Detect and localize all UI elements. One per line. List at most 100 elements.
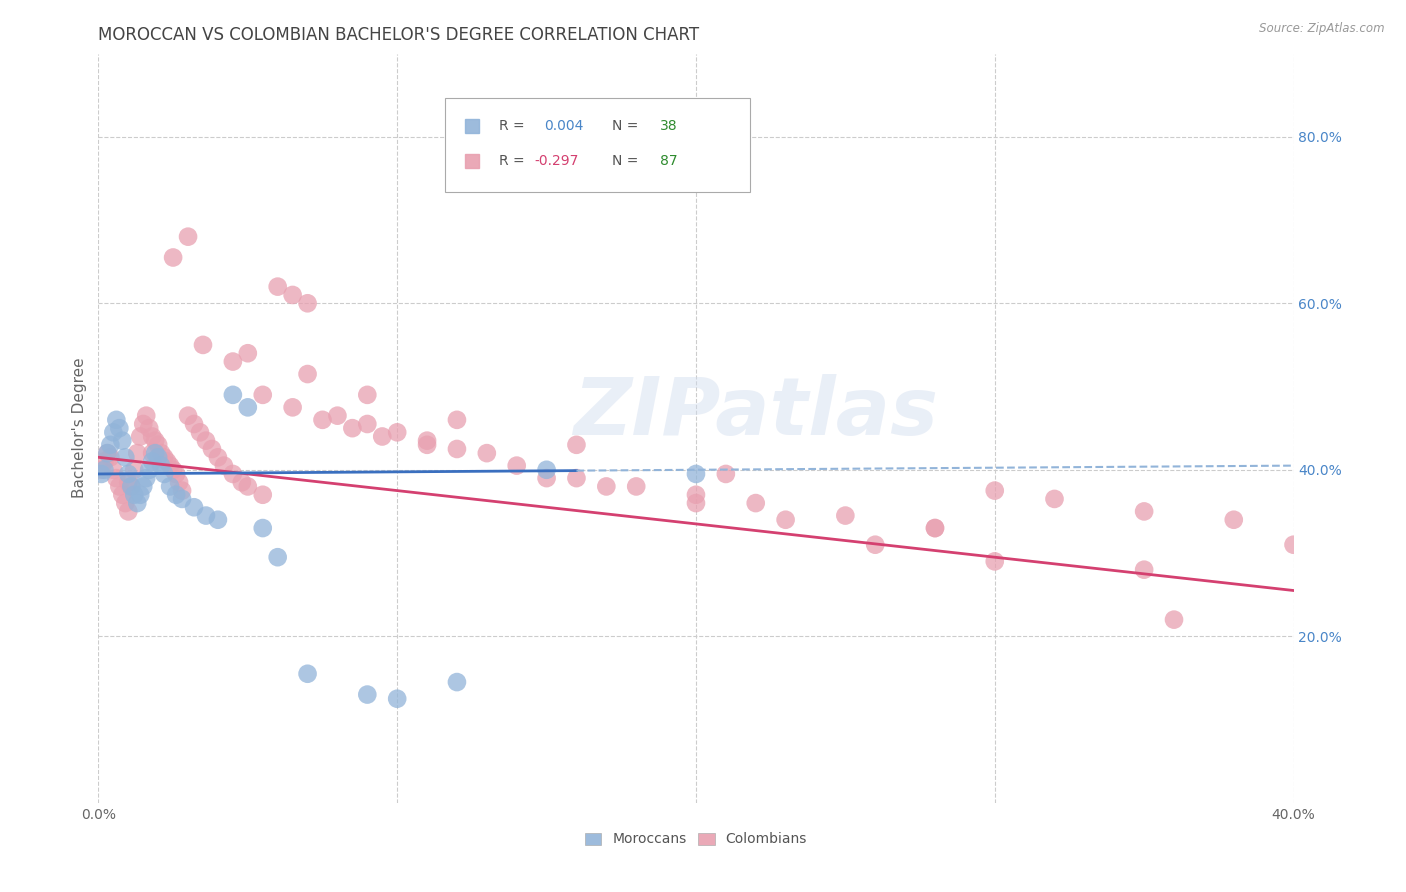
Point	[536, 471, 558, 485]
Point	[148, 450, 170, 465]
Text: N =: N =	[613, 120, 643, 133]
Text: R =: R =	[499, 153, 529, 168]
Point	[93, 454, 115, 468]
Point	[297, 666, 319, 681]
Point	[207, 450, 229, 465]
Text: Source: ZipAtlas.com: Source: ZipAtlas.com	[1260, 22, 1385, 36]
Point	[124, 463, 146, 477]
Point	[138, 421, 160, 435]
Point	[114, 496, 136, 510]
Point	[162, 463, 184, 477]
Point	[475, 446, 498, 460]
Point	[195, 434, 218, 448]
Point	[685, 467, 707, 481]
Point	[297, 367, 319, 381]
Point	[311, 413, 333, 427]
Point	[281, 288, 304, 302]
Point	[108, 421, 131, 435]
Point	[103, 425, 125, 440]
Point	[105, 413, 128, 427]
Point	[117, 475, 139, 490]
Point	[127, 496, 149, 510]
Point	[117, 467, 139, 481]
Point	[1282, 538, 1305, 552]
Point	[153, 450, 176, 465]
Point	[150, 458, 173, 473]
Point	[252, 388, 274, 402]
Point	[236, 401, 259, 415]
Y-axis label: Bachelor's Degree: Bachelor's Degree	[72, 358, 87, 499]
Text: ZIPatlas: ZIPatlas	[574, 374, 938, 452]
Point	[195, 508, 218, 523]
Point	[1223, 513, 1246, 527]
Point	[143, 434, 166, 448]
Point	[177, 229, 200, 244]
Point	[506, 458, 529, 473]
Point	[385, 691, 409, 706]
Point	[207, 513, 229, 527]
FancyBboxPatch shape	[446, 98, 749, 192]
Point	[416, 438, 439, 452]
Point	[183, 417, 205, 431]
Point	[156, 454, 179, 468]
Point	[212, 458, 235, 473]
Point	[356, 688, 378, 702]
Text: N =: N =	[613, 153, 643, 168]
Point	[141, 429, 163, 443]
Point	[135, 471, 157, 485]
Text: 87: 87	[661, 153, 678, 168]
Point	[172, 491, 194, 506]
Point	[267, 279, 290, 293]
Point	[172, 483, 194, 498]
Point	[127, 446, 149, 460]
Point	[236, 479, 259, 493]
Point	[138, 463, 160, 477]
Point	[129, 429, 152, 443]
Point	[90, 463, 112, 477]
Point	[141, 454, 163, 468]
Point	[143, 446, 166, 460]
Point	[1133, 563, 1156, 577]
Point	[114, 450, 136, 465]
Point	[356, 417, 378, 431]
Point	[222, 388, 245, 402]
Point	[565, 471, 588, 485]
Point	[745, 496, 768, 510]
Point	[416, 434, 439, 448]
Point	[1133, 504, 1156, 518]
Point	[105, 471, 128, 485]
Point	[252, 521, 274, 535]
Point	[120, 479, 142, 493]
Point	[103, 463, 125, 477]
Point	[177, 409, 200, 423]
Point	[148, 438, 170, 452]
Text: 0.004: 0.004	[544, 120, 583, 133]
Point	[141, 446, 163, 460]
Point	[90, 467, 112, 481]
Point	[565, 438, 588, 452]
Text: MOROCCAN VS COLOMBIAN BACHELOR'S DEGREE CORRELATION CHART: MOROCCAN VS COLOMBIAN BACHELOR'S DEGREE …	[98, 26, 700, 44]
Point	[714, 467, 737, 481]
Point	[129, 488, 152, 502]
Point	[231, 475, 253, 490]
Point	[167, 475, 190, 490]
Point	[98, 438, 122, 452]
Point	[132, 479, 155, 493]
Point	[252, 488, 274, 502]
Point	[775, 513, 797, 527]
Point	[108, 479, 131, 493]
Text: R =: R =	[499, 120, 529, 133]
Point	[120, 479, 142, 493]
Point	[446, 442, 468, 456]
Point	[188, 425, 211, 440]
Point	[98, 450, 122, 465]
Point	[984, 483, 1007, 498]
Point	[385, 425, 409, 440]
Point	[162, 251, 184, 265]
Point	[281, 401, 304, 415]
Point	[150, 446, 173, 460]
Point	[1163, 613, 1185, 627]
Point	[153, 467, 176, 481]
Point	[1043, 491, 1066, 506]
Point	[159, 479, 181, 493]
